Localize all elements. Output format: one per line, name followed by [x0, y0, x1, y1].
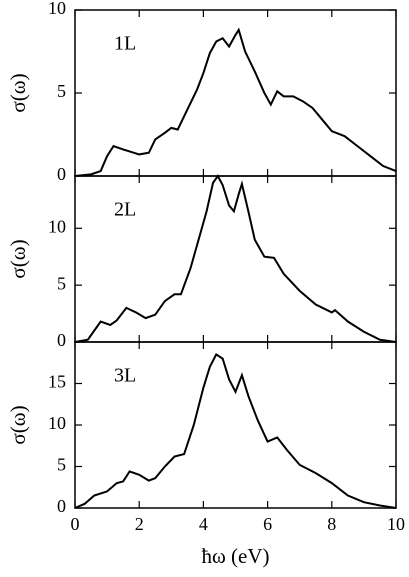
y-tick-label: 10 [48, 216, 66, 236]
x-tick-label: 10 [387, 514, 405, 534]
y-axis-label: σ(ω) [6, 73, 30, 112]
y-tick-label: 5 [57, 273, 66, 293]
y-tick-label: 10 [48, 413, 66, 433]
x-tick-label: 8 [327, 514, 336, 534]
y-tick-label: 0 [57, 330, 66, 350]
y-tick-label: 10 [48, 0, 66, 18]
y-axis-label: σ(ω) [6, 405, 30, 444]
x-tick-label: 6 [263, 514, 272, 534]
panel-label: 3L [114, 365, 136, 387]
spectrum-line [74, 353, 397, 509]
spectrum-line [74, 174, 397, 343]
x-tick-label: 0 [71, 514, 80, 534]
y-tick-label: 0 [57, 496, 66, 516]
y-tick-label: 5 [57, 455, 66, 475]
x-tick-label: 4 [199, 514, 208, 534]
y-tick-label: 15 [48, 372, 66, 392]
panel-label: 2L [114, 199, 136, 221]
spectrum-line [74, 27, 397, 177]
y-tick-label: 5 [57, 81, 66, 101]
y-axis-label: σ(ω) [6, 239, 30, 278]
x-tick-label: 2 [135, 514, 144, 534]
x-axis-label: ħω (eV) [201, 544, 269, 568]
y-tick-label: 0 [57, 164, 66, 184]
panel-label: 1L [114, 33, 136, 55]
